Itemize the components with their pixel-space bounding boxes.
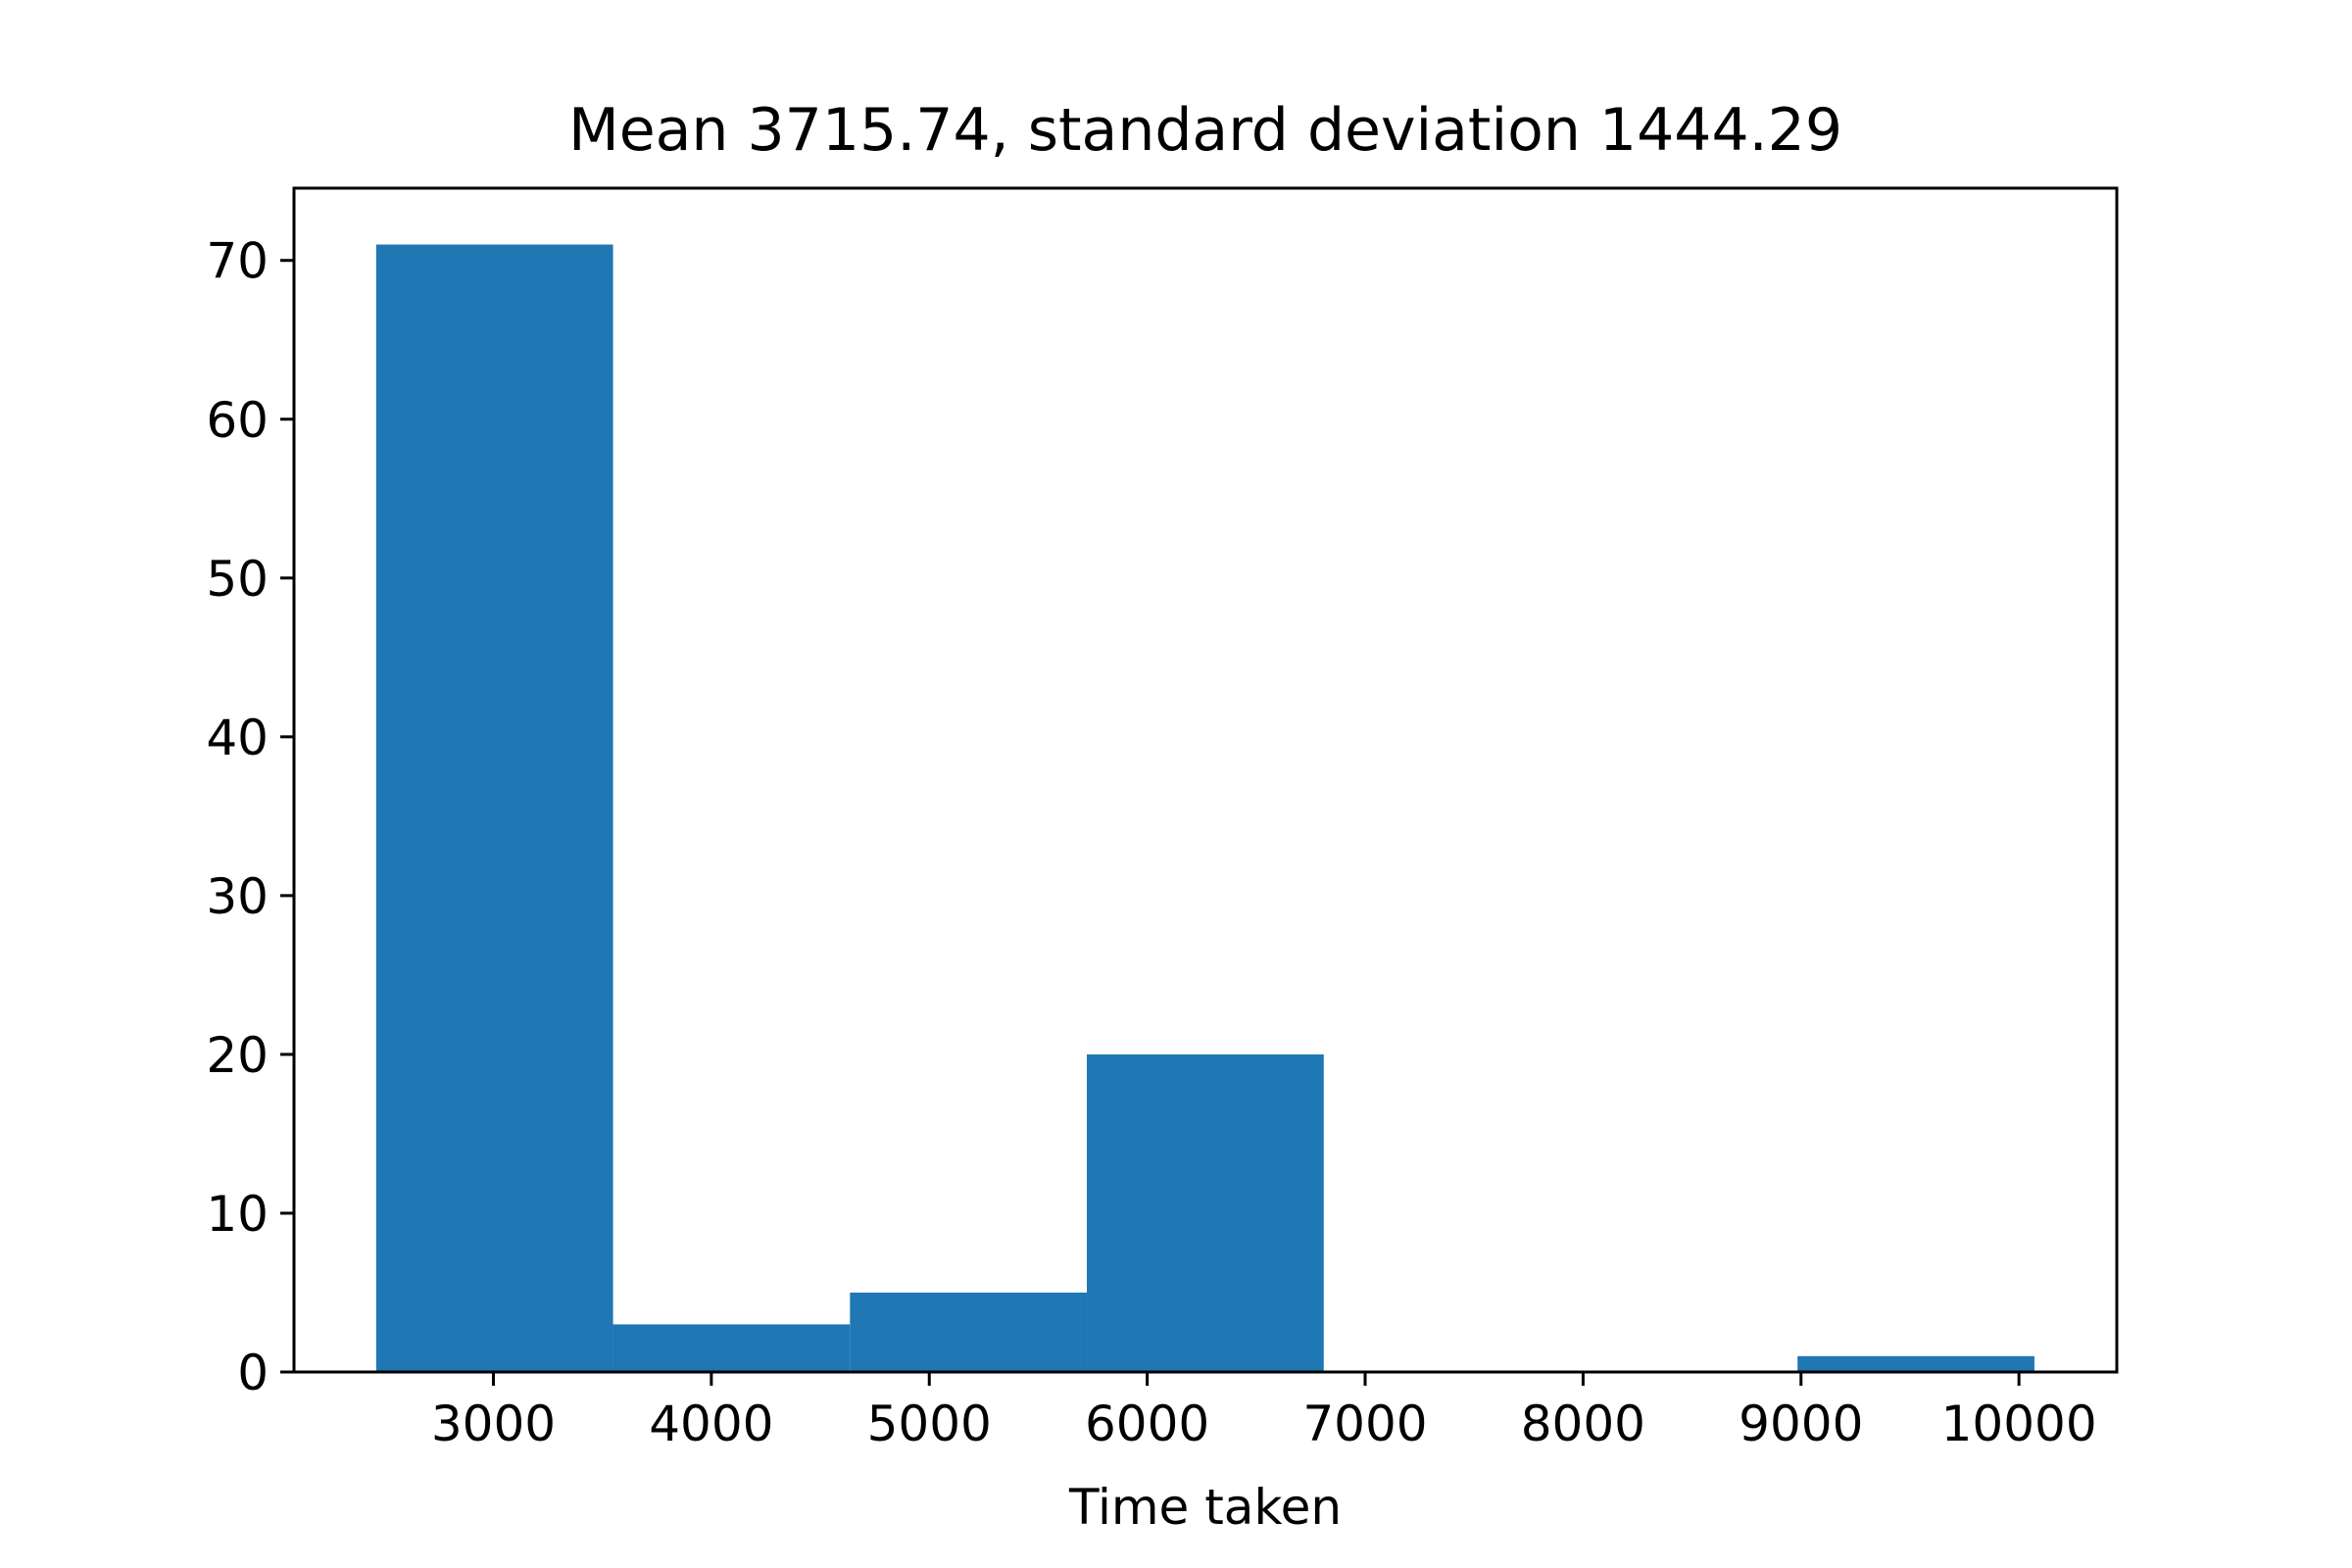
- x-tick-label: 6000: [1085, 1396, 1209, 1452]
- y-tick-label: 70: [206, 233, 269, 290]
- histogram-bar: [850, 1292, 1088, 1372]
- histogram-bar: [612, 1324, 851, 1372]
- ticks-group: 3000 4000 5000 6000 7000 8000 9000 10000 0 10 20 30…: [206, 233, 2096, 1452]
- x-tick-label: 9000: [1739, 1396, 1863, 1452]
- plot-frame: [292, 186, 2119, 1374]
- histogram-bar: [1087, 1054, 1324, 1372]
- chart-title: Mean 3715.74, standard deviation 1444.29: [568, 96, 1842, 165]
- x-tick-label: 3000: [431, 1396, 556, 1452]
- x-tick-label: 5000: [867, 1396, 992, 1452]
- bars-group: [375, 244, 2034, 1372]
- x-tick-label: 7000: [1302, 1396, 1427, 1452]
- histogram-bar: [375, 244, 613, 1372]
- x-tick-label: 4000: [649, 1396, 773, 1452]
- y-tick-label: 30: [206, 868, 269, 925]
- y-tick-label: 10: [206, 1186, 269, 1243]
- x-axis-label: Time taken: [1068, 1479, 1342, 1536]
- y-tick-label: 0: [237, 1345, 269, 1401]
- x-tick-label: 10000: [1941, 1396, 2097, 1452]
- y-tick-label: 60: [206, 392, 269, 449]
- histogram-bar: [1797, 1355, 2034, 1372]
- y-tick-label: 40: [206, 710, 269, 766]
- y-tick-label: 20: [206, 1027, 269, 1084]
- x-tick-label: 8000: [1521, 1396, 1645, 1452]
- y-tick-label: 50: [206, 551, 269, 608]
